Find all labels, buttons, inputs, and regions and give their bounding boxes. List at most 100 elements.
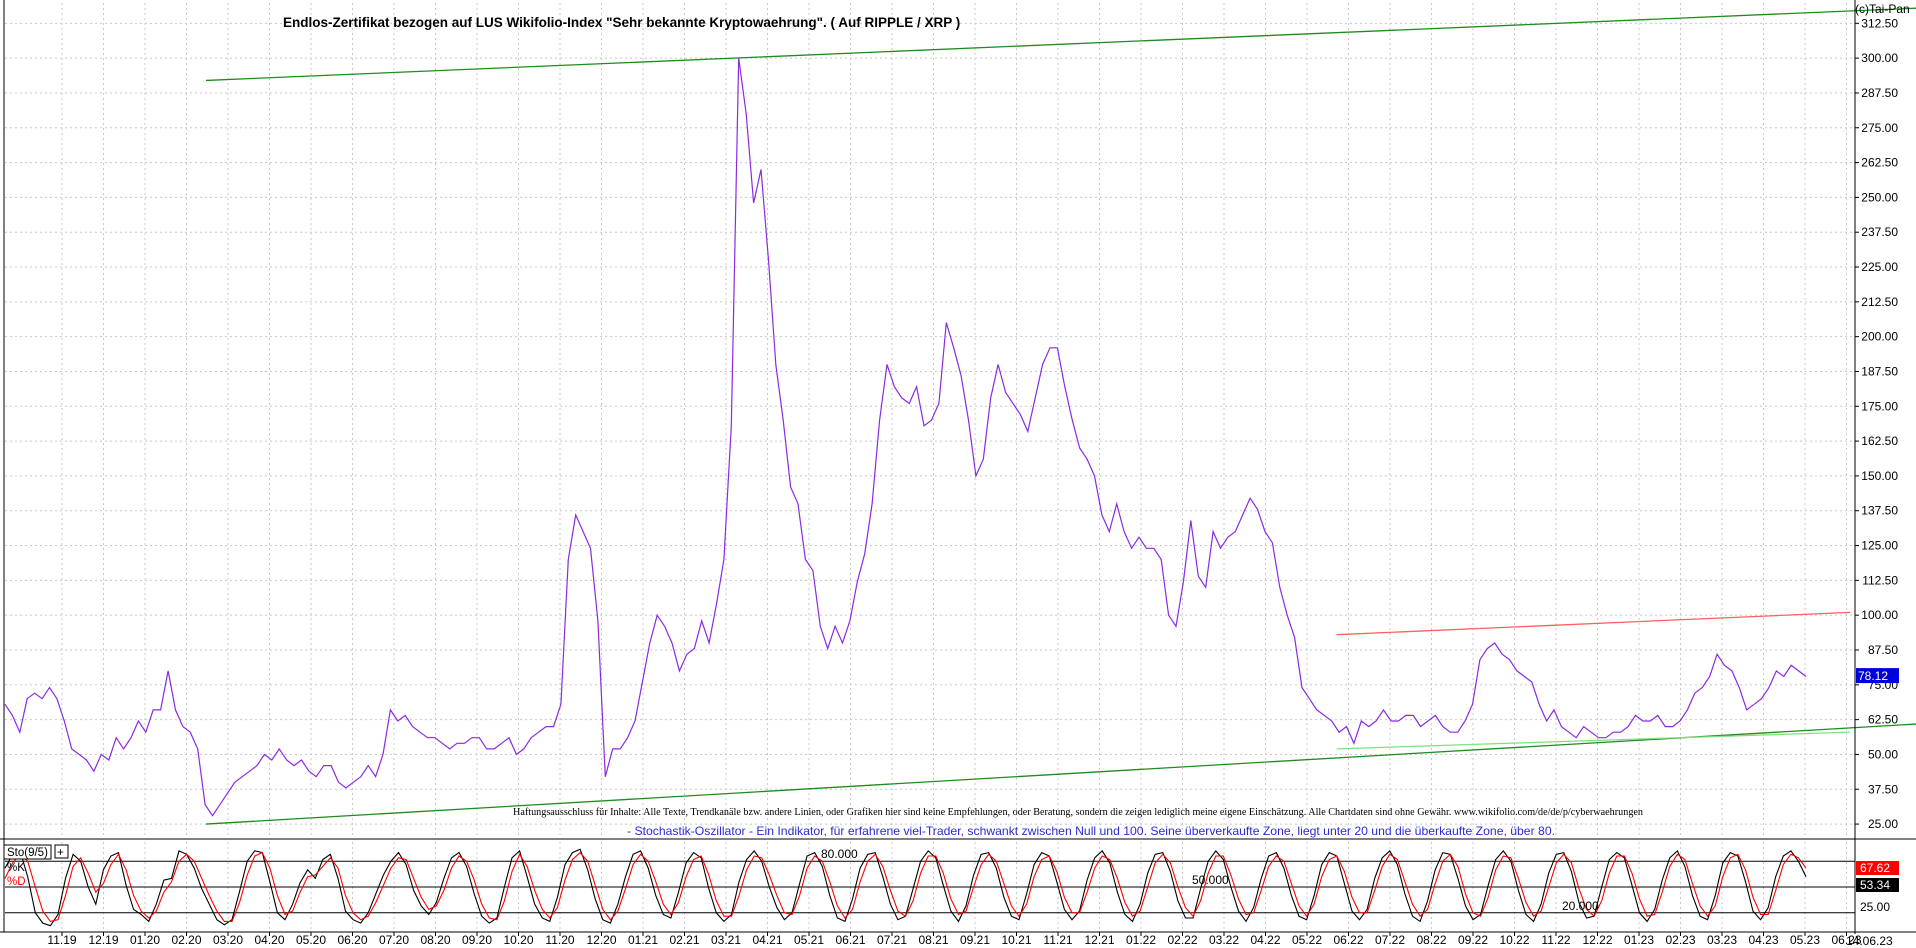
x-tick-label: 04.20: [254, 933, 284, 947]
y-tick-label: 200.00: [1861, 330, 1898, 344]
x-tick-label: 06.22: [1333, 933, 1363, 947]
x-tick-label: 06.21: [835, 933, 865, 947]
x-tick-label: 10.22: [1499, 933, 1529, 947]
x-tick-label: 11.20: [545, 933, 574, 947]
x-tick-label: 08.21: [918, 933, 948, 947]
legend-d: %D: [7, 876, 26, 888]
x-tick-label: 12.19: [88, 933, 118, 947]
stochastic-title: Sto(9/5): [7, 847, 48, 859]
x-tick-label: 07.22: [1375, 933, 1405, 947]
y-tick-label: 225.00: [1861, 260, 1898, 274]
x-tick-label: 04.21: [752, 933, 782, 947]
trend-line-lower-channel: [205, 723, 1916, 825]
y-tick-label: 300.00: [1861, 51, 1898, 65]
x-tick-label: 02.21: [669, 933, 699, 947]
last-value-badge: 78.12: [1856, 668, 1899, 684]
y-tick-label: 37.50: [1868, 782, 1898, 796]
trend-line-resistance: [1336, 611, 1851, 636]
y-tick-label: 275.00: [1861, 121, 1898, 135]
x-tick-label: 02.23: [1665, 933, 1695, 947]
copyright-label: (c)Tai-Pan: [1855, 2, 1910, 16]
stochastic-levels: [5, 860, 1855, 914]
plus-icon: +: [57, 847, 64, 859]
price-y-axis-ticks: 25.0037.5050.0062.5075.0087.50100.00112.…: [1855, 16, 1898, 831]
y-tick-label: 237.50: [1861, 225, 1898, 239]
x-tick-label: 12.20: [586, 933, 616, 947]
y-tick-label: 125.00: [1861, 539, 1898, 553]
x-tick-label: 03.22: [1209, 933, 1239, 947]
level-label-50: 50.000: [1192, 873, 1229, 887]
x-tick-label: 03.23: [1707, 933, 1737, 947]
x-tick-label: 05.22: [1292, 933, 1322, 947]
x-tick-label: 08.22: [1416, 933, 1446, 947]
x-tick-label: 04.23: [1748, 933, 1778, 947]
x-tick-label: 05.21: [794, 933, 824, 947]
last-d-box: [1856, 878, 1899, 892]
y-tick-label: 162.50: [1861, 434, 1898, 448]
stochastic-series: [4, 848, 1807, 927]
stochastic-right-axis: 67.62 53.34 25.00: [1856, 861, 1899, 914]
last-d-value: 53.34: [1860, 878, 1890, 892]
price-series: [4, 58, 1807, 817]
x-tick-label: 09.21: [960, 933, 990, 947]
x-tick-label: 01.21: [628, 933, 658, 947]
level-label-20: 20.000: [1562, 899, 1599, 913]
x-tick-label: 02.20: [171, 933, 201, 947]
x-tick-label: 11.22: [1541, 933, 1570, 947]
x-tick-label: 05.23: [1790, 933, 1820, 947]
x-tick-label: 04.22: [1250, 933, 1280, 947]
x-tick-label: 02.22: [1167, 933, 1197, 947]
x-tick-label: 05.20: [296, 933, 326, 947]
x-tick-label: 06.20: [337, 933, 367, 947]
last-k-box: [1856, 861, 1899, 875]
disclaimer-text: Haftungsausschluss für Inhalte: Alle Tex…: [513, 807, 1643, 818]
x-tick-label: 09.20: [462, 933, 492, 947]
stochastic-title-box: [3, 844, 52, 860]
last-value-text: 78.12: [1858, 669, 1888, 683]
y-tick-label: 150.00: [1861, 469, 1898, 483]
price-line: [4, 58, 1807, 817]
price-grid: [5, 3, 1855, 838]
stoch-line-d: [4, 851, 1807, 923]
level-label-80: 80.000: [821, 847, 858, 861]
y-tick-label: 187.50: [1861, 364, 1898, 378]
y-tick-label: 50.00: [1868, 747, 1898, 761]
x-tick-label: 10.20: [503, 933, 533, 947]
y-tick-label: 175.00: [1861, 399, 1898, 413]
y-tick-label: 287.50: [1861, 86, 1898, 100]
chart-title: Endlos-Zertifikat bezogen auf LUS Wikifo…: [283, 15, 960, 30]
y-tick-label: 25.00: [1868, 817, 1898, 831]
x-tick-label: 07.21: [877, 933, 907, 947]
x-tick-label: 09.22: [1458, 933, 1488, 947]
expand-panel-button[interactable]: [54, 844, 69, 859]
y-tick-label: 262.50: [1861, 156, 1898, 170]
x-tick-label: 12.21: [1084, 933, 1114, 947]
y-tick-label: 100.00: [1861, 608, 1898, 622]
last-k-value: 67.62: [1860, 861, 1890, 875]
y-tick-label: 112.50: [1862, 573, 1898, 587]
trend-line-upper-channel: [205, 7, 1916, 82]
x-tick-label: 01.23: [1624, 933, 1654, 947]
x-axis-end-label: 14.06.23: [1846, 934, 1893, 948]
y-tick-label: 62.50: [1868, 713, 1898, 727]
trend-lines: [205, 7, 1916, 825]
last-value-box: [1856, 668, 1899, 684]
legend-k: %K: [7, 862, 25, 874]
x-tick-label: 08.20: [420, 933, 450, 947]
x-tick-label: 07.20: [379, 933, 409, 947]
x-tick-label: 03.20: [213, 933, 243, 947]
x-tick-label: 03.21: [711, 933, 741, 947]
y-tick-label: 137.50: [1861, 504, 1898, 518]
y-tick-label: 312.50: [1861, 16, 1898, 30]
stoch-tick-25: 25.00: [1860, 900, 1890, 914]
x-tick-label: 10.21: [1001, 933, 1031, 947]
x-axis-ticks: 11.19 12.19 01.20 02.20 03.20 04.20 05.20 06.20…: [47, 932, 1862, 947]
stochastic-legend: Sto(9/5) + %K %D: [3, 844, 69, 888]
x-tick-label: 11.21: [1043, 933, 1072, 947]
y-tick-label: 87.50: [1868, 643, 1898, 657]
y-tick-label: 250.00: [1861, 190, 1898, 204]
stochastic-level-labels: 80.000 50.000 20.000: [821, 847, 1599, 913]
x-tick-label: 01.22: [1126, 933, 1156, 947]
x-tick-label: 12.22: [1582, 933, 1612, 947]
